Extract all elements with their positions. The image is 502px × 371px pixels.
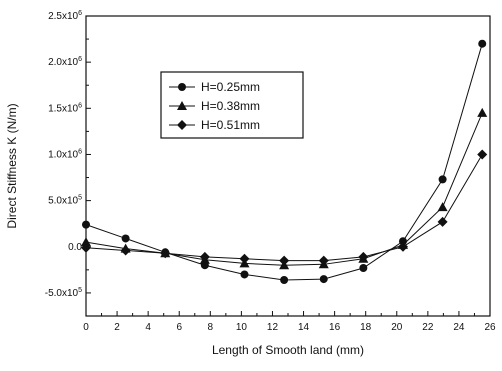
data-point — [160, 248, 171, 259]
legend-item: H=0.51mm — [169, 118, 260, 132]
data-point — [437, 216, 448, 227]
x-tick-label: 14 — [298, 322, 310, 333]
x-tick-label: 6 — [176, 322, 182, 333]
data-point — [82, 220, 90, 229]
x-tick-label: 12 — [267, 322, 279, 333]
axes: 0 2 4 6 8 10 12 14 16 18 20 22 24 262.5x1062.0x1061.5… — [45, 10, 496, 333]
y-tick-label: 0.0 — [68, 242, 82, 253]
legend-label: H=0.25mm — [201, 80, 260, 94]
data-point — [199, 251, 210, 262]
data-point — [239, 253, 250, 264]
x-axis-title: Length of Smooth land (mm) — [212, 343, 364, 357]
plot-frame — [85, 15, 491, 317]
x-tick-label: 2 — [114, 322, 120, 333]
legend-label: H=0.38mm — [201, 99, 260, 113]
series-line — [85, 154, 483, 262]
data-point — [81, 242, 91, 253]
x-tick-label: 8 — [208, 322, 214, 333]
data-point — [81, 237, 91, 247]
x-tick-label: 22 — [422, 322, 434, 333]
x-tick-label: 24 — [453, 322, 465, 333]
legend-marker — [177, 120, 187, 130]
x-tick-label: 0 — [83, 322, 89, 333]
data-point — [280, 276, 289, 284]
x-tick-label: 18 — [360, 322, 372, 333]
data-point — [477, 107, 488, 117]
legend-marker — [177, 101, 187, 110]
data-point — [318, 255, 329, 266]
y-tick-label: 2.5x106 — [48, 10, 82, 22]
y-tick-label: -5.0x105 — [45, 287, 82, 299]
x-tick-label: 10 — [236, 322, 248, 333]
y-tick-label: 1.0x106 — [48, 148, 82, 160]
data-point — [358, 251, 369, 262]
series-diamond — [81, 149, 488, 266]
data-point — [438, 175, 447, 184]
data-point — [279, 255, 290, 266]
data-point — [359, 264, 368, 272]
legend-label: H=0.51mm — [201, 118, 260, 132]
y-tick-label: 2.0x106 — [48, 56, 82, 68]
plot-border — [85, 15, 491, 317]
legend-marker — [178, 83, 186, 91]
x-tick-label: 26 — [484, 322, 496, 333]
series-group — [81, 39, 488, 284]
legend: H=0.25mm H=0.38mm H=0.51mm — [160, 71, 304, 139]
y-tick-label: 5.0x105 — [48, 195, 82, 207]
x-tick-label: 4 — [145, 322, 151, 333]
data-point — [478, 39, 487, 48]
legend-item: H=0.38mm — [169, 99, 260, 113]
data-point — [319, 275, 328, 284]
data-point — [121, 234, 130, 243]
y-tick-label: 1.5x106 — [48, 102, 82, 114]
data-point — [397, 241, 408, 252]
data-point — [477, 149, 488, 160]
x-tick-label: 16 — [329, 322, 341, 333]
x-tick-label: 20 — [391, 322, 403, 333]
data-point — [437, 202, 448, 212]
y-axis-title: Direct Stiffness K (N/m) — [5, 103, 19, 228]
data-point — [120, 245, 131, 256]
data-point — [240, 270, 249, 279]
legend-item: H=0.25mm — [169, 80, 260, 94]
